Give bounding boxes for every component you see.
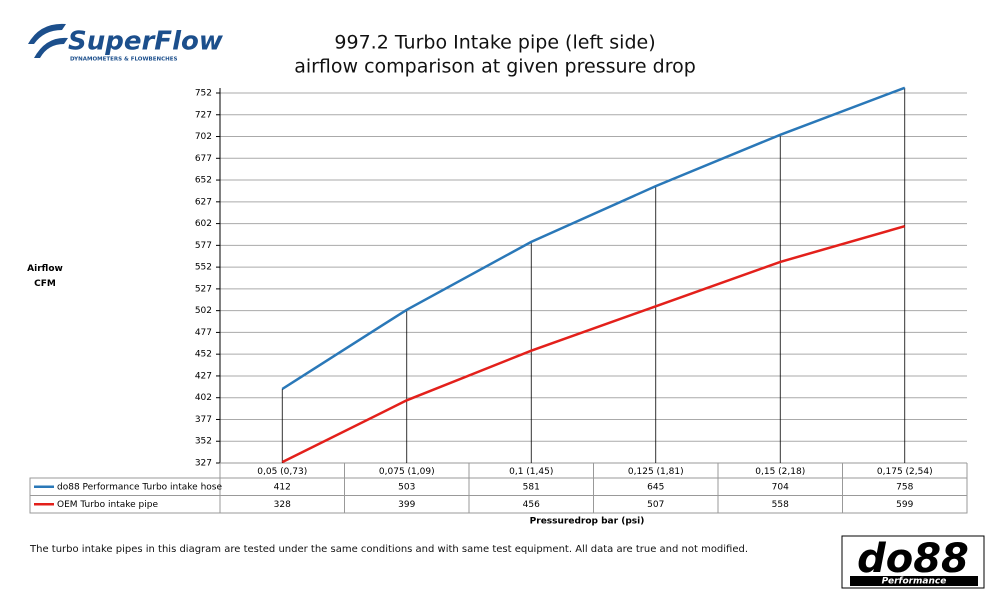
series-line — [281, 86, 906, 391]
chart-subtitle: airflow comparison at given pressure dro… — [294, 56, 696, 78]
x-axis-label: Pressuredrop bar (psi) — [530, 517, 645, 527]
table-value: 503 — [398, 482, 415, 492]
y-tick-label: 652 — [195, 176, 212, 186]
table-value: 704 — [772, 482, 789, 492]
table-value: 456 — [523, 500, 540, 510]
table-value: 399 — [398, 500, 415, 510]
chart-title: 997.2 Turbo Intake pipe (left side) — [334, 32, 655, 54]
y-tick-label: 477 — [195, 328, 212, 338]
x-tick-label: 0,125 (1,81) — [628, 467, 684, 477]
table-value: 758 — [896, 482, 913, 492]
superflow-name: SuperFlow — [68, 27, 224, 57]
x-tick-label: 0,05 (0,73) — [257, 467, 307, 477]
table-value: 599 — [896, 500, 913, 510]
do88-name: do88 — [857, 536, 969, 582]
y-tick-label: 552 — [195, 263, 212, 273]
table-value: 558 — [772, 500, 789, 510]
y-tick-label: 452 — [195, 350, 212, 360]
table-value: 412 — [274, 482, 291, 492]
x-tick-label: 0,175 (2,54) — [877, 467, 933, 477]
table-value: 507 — [647, 500, 664, 510]
x-tick-label: 0,1 (1,45) — [509, 467, 553, 477]
x-tick-label: 0,075 (1,09) — [379, 467, 435, 477]
table-value: 328 — [274, 500, 291, 510]
y-tick-label: 752 — [195, 89, 212, 99]
logo-swoosh — [28, 23, 68, 58]
superflow-tagline: DYNAMOMETERS & FLOWBENCHES — [70, 57, 177, 63]
y-axis-label: Airflow CFM — [27, 264, 63, 289]
logo-bar — [850, 576, 978, 586]
table-value: 645 — [647, 482, 664, 492]
y-tick-label: 402 — [195, 393, 212, 403]
y-tick-label: 577 — [195, 241, 212, 251]
y-tick-label: 627 — [195, 197, 212, 207]
y-tick-label: 502 — [195, 306, 212, 316]
do88-tagline: Performance — [882, 577, 947, 587]
y-tick-label: 527 — [195, 284, 212, 294]
footnote: The turbo intake pipes in this diagram a… — [29, 544, 748, 555]
series-line — [281, 224, 906, 464]
legend-label: OEM Turbo intake pipe — [57, 500, 158, 510]
x-tick-label: 0,15 (2,18) — [755, 467, 805, 477]
y-tick-label: 727 — [195, 110, 212, 120]
y-tick-label: 702 — [195, 132, 212, 142]
y-tick-label: 677 — [195, 154, 212, 164]
superflow-logo: SuperFlow DYNAMOMETERS & FLOWBENCHES — [28, 23, 224, 63]
legend-label: do88 Performance Turbo intake hose — [57, 482, 222, 492]
y-tick-label: 327 — [195, 459, 212, 469]
y-tick-label: 377 — [195, 415, 212, 425]
do88-logo: do88 Performance — [841, 535, 985, 589]
table-value: 581 — [523, 482, 540, 492]
y-tick-label: 427 — [195, 371, 212, 381]
y-tick-label: 352 — [195, 437, 212, 447]
y-tick-label: 602 — [195, 219, 212, 229]
